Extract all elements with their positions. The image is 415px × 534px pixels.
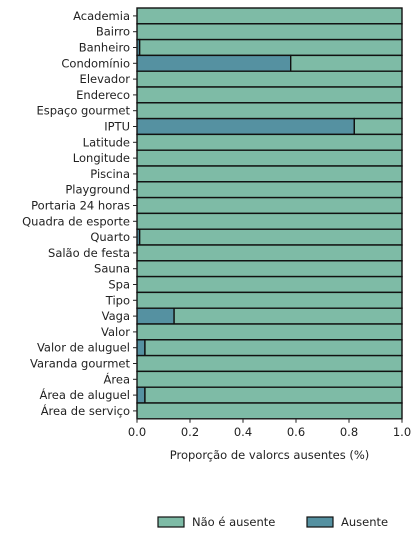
- category-label: IPTU: [104, 120, 130, 134]
- x-tick-label: 1.0: [393, 425, 411, 439]
- category-label: Espaço gourmet: [36, 104, 130, 118]
- bar-present-13: [136, 212, 403, 230]
- legend-swatch: [306, 516, 334, 528]
- legend: Não é ausente Ausente: [157, 515, 388, 529]
- bar-absent-24: [136, 386, 146, 404]
- x-axis-title: Proporção de valorcs ausentes (%): [170, 448, 370, 462]
- bar-present-25: [136, 402, 403, 420]
- category-label: Valor: [101, 325, 130, 339]
- x-tick-label: 0.8: [340, 425, 358, 439]
- category-label: Playground: [65, 183, 130, 197]
- x-tick-label: 0.2: [181, 425, 199, 439]
- bar-present-0: [136, 7, 403, 25]
- x-tick-label: 0.0: [128, 425, 146, 439]
- category-label: Tipo: [105, 293, 130, 307]
- category-label: Piscina: [90, 167, 130, 181]
- bar-present-20: [136, 323, 403, 341]
- legend-label: Ausente: [341, 515, 388, 529]
- category-label: Quarto: [90, 230, 130, 244]
- x-tick-label: 0.6: [287, 425, 305, 439]
- bar-present-7: [353, 117, 403, 136]
- category-label: Varanda gourmet: [30, 357, 131, 371]
- category-label: Quadra de esporte: [22, 214, 130, 228]
- legend-swatch: [157, 516, 185, 528]
- bar-absent-21: [136, 339, 146, 357]
- bar-present-15: [136, 244, 403, 262]
- bar-present-14: [138, 228, 403, 246]
- bar-present-24: [144, 386, 403, 404]
- bar-present-6: [136, 102, 403, 120]
- category-label: Valor de aluguel: [37, 341, 130, 355]
- category-label: Academia: [73, 9, 130, 23]
- bar-present-22: [136, 354, 403, 373]
- bar-present-1: [136, 23, 403, 41]
- category-label: Área: [104, 371, 130, 386]
- bar-present-17: [136, 275, 403, 294]
- category-label: Bairro: [96, 25, 130, 39]
- category-label: Condomínio: [61, 56, 130, 70]
- bar-present-21: [144, 339, 403, 357]
- bar-absent-3: [136, 54, 292, 72]
- category-label: Área de serviço: [41, 403, 130, 418]
- bar-present-11: [136, 181, 403, 199]
- category-label: Sauna: [94, 262, 130, 276]
- bar-present-8: [136, 133, 403, 151]
- bar-present-23: [136, 370, 403, 388]
- category-label: Vaga: [102, 309, 130, 323]
- bar-present-9: [136, 149, 403, 167]
- bars-group: [136, 7, 403, 420]
- bar-present-10: [136, 165, 403, 183]
- x-axis: 0.0 0.2 0.4 0.6 0.8 1.0: [128, 418, 411, 439]
- bar-present-5: [136, 86, 403, 104]
- bar-present-4: [136, 70, 403, 88]
- bar-absent-19: [136, 307, 175, 325]
- category-label: Spa: [108, 278, 130, 292]
- bar-present-2: [138, 38, 403, 57]
- x-tick-label: 0.4: [234, 425, 252, 439]
- bar-present-19: [173, 307, 403, 325]
- category-label: Longitude: [73, 151, 130, 165]
- bar-present-18: [136, 291, 403, 309]
- category-label: Elevador: [80, 72, 131, 86]
- bar-present-16: [136, 260, 403, 278]
- category-label: Endereco: [76, 88, 130, 102]
- legend-label: Não é ausente: [192, 515, 275, 529]
- category-label: Área de aluguel: [39, 387, 130, 402]
- category-label: Portaria 24 horas: [31, 199, 130, 213]
- bar-present-12: [136, 196, 403, 215]
- category-label: Salão de festa: [48, 246, 130, 260]
- category-label: Banheiro: [79, 41, 130, 55]
- bar-absent-7: [136, 117, 356, 136]
- bar-present-3: [290, 54, 403, 72]
- category-label: Latitude: [83, 135, 130, 149]
